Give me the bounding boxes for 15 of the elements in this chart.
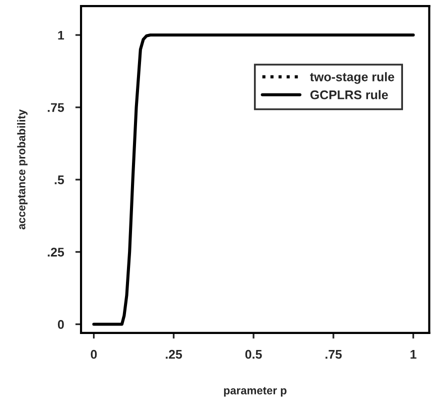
y-axis-title: acceptance probability: [17, 109, 28, 230]
y-tick-label: .5: [54, 176, 64, 184]
y-tick-label: 0: [58, 320, 64, 329]
y-tick-label: 1: [58, 30, 64, 40]
x-axis-title: parameter p: [224, 387, 286, 397]
x-tick-label: 0.5: [245, 350, 262, 359]
y-tick-label: .25: [48, 248, 64, 257]
legend-label: two-stage rule: [310, 72, 394, 84]
x-tick-label: .75: [326, 350, 342, 359]
legend-label: GCPLRS rule: [310, 90, 388, 100]
y-tick-label: .75: [48, 103, 64, 112]
x-tick-label: .25: [166, 350, 182, 359]
x-tick-label: 0: [90, 350, 97, 359]
line-series: [92, 33, 415, 326]
x-tick-label: 1: [410, 350, 416, 359]
